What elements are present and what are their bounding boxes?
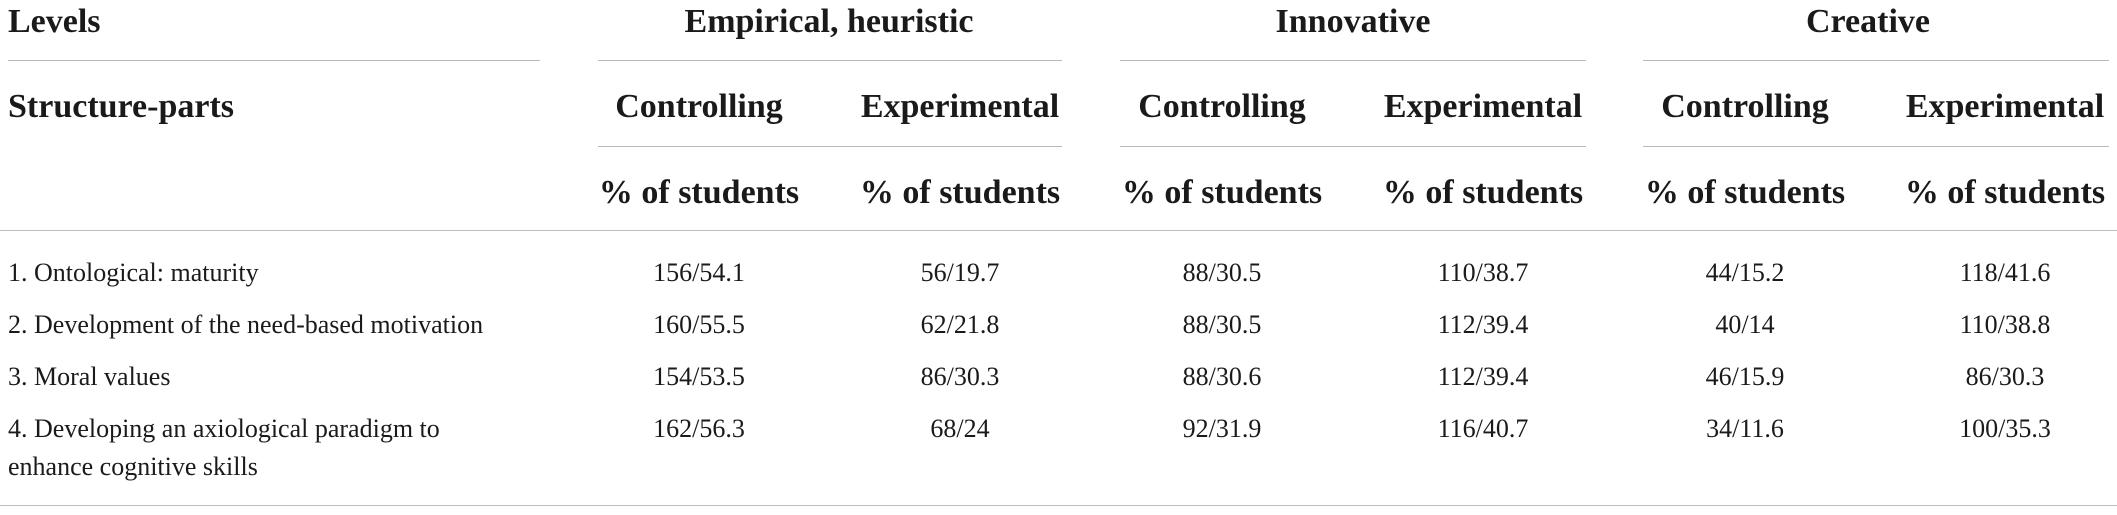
col-header-creative-controlling: Controlling bbox=[1661, 88, 1829, 125]
table-cell: 100/35.3 bbox=[1959, 414, 2051, 443]
row-label-line-2: enhance cognitive skills bbox=[8, 452, 258, 481]
rule-levels bbox=[8, 60, 540, 61]
unit-header-5: % of students bbox=[1644, 174, 1846, 211]
table-cell: 156/54.1 bbox=[653, 258, 745, 287]
unit-header-1: % of students bbox=[598, 174, 800, 211]
table-cell: 44/15.2 bbox=[1705, 258, 1785, 287]
row-label: 3. Moral values bbox=[8, 362, 171, 391]
table-cell: 92/31.9 bbox=[1182, 414, 1262, 443]
rule-creative-sub bbox=[1643, 146, 2109, 147]
col-header-innovative-experimental: Experimental bbox=[1383, 88, 1583, 125]
table-cell: 40/14 bbox=[1715, 310, 1775, 339]
table-cell: 112/39.4 bbox=[1437, 362, 1529, 391]
row-label: 2. Development of the need-based motivat… bbox=[8, 310, 484, 339]
unit-header-4: % of students bbox=[1382, 174, 1584, 211]
group-header-empirical: Empirical, heuristic bbox=[684, 3, 974, 40]
unit-header-2: % of students bbox=[859, 174, 1061, 211]
table-cell: 118/41.6 bbox=[1959, 258, 2051, 287]
table-bottom-rule bbox=[0, 505, 2117, 506]
group-header-innovative: Innovative bbox=[1275, 3, 1431, 40]
table-cell: 162/56.3 bbox=[653, 414, 745, 443]
table-cell: 154/53.5 bbox=[653, 362, 745, 391]
rule-empirical bbox=[598, 60, 1062, 61]
col-header-empirical-controlling: Controlling bbox=[615, 88, 783, 125]
header-bottom-rule bbox=[0, 230, 2117, 231]
rule-empirical-sub bbox=[598, 146, 1062, 147]
table-cell: 88/30.5 bbox=[1182, 258, 1262, 287]
structure-parts-header: Structure-parts bbox=[8, 88, 234, 125]
table-cell: 112/39.4 bbox=[1437, 310, 1529, 339]
rule-creative bbox=[1643, 60, 2109, 61]
table-cell: 88/30.5 bbox=[1182, 310, 1262, 339]
table-cell: 86/30.3 bbox=[1965, 362, 2045, 391]
table-cell: 88/30.6 bbox=[1182, 362, 1262, 391]
rule-innovative-sub bbox=[1120, 146, 1586, 147]
table-cell: 116/40.7 bbox=[1437, 414, 1529, 443]
table-cell: 110/38.8 bbox=[1959, 310, 2051, 339]
table-cell: 86/30.3 bbox=[920, 362, 1000, 391]
table-cell: 46/15.9 bbox=[1705, 362, 1785, 391]
table-cell: 34/11.6 bbox=[1706, 414, 1784, 443]
table-cell: 160/55.5 bbox=[653, 310, 745, 339]
unit-header-6: % of students bbox=[1904, 174, 2106, 211]
rule-innovative bbox=[1120, 60, 1586, 61]
row-label: 1. Ontological: maturity bbox=[8, 258, 259, 287]
row-label-line-1: 4. Developing an axiological paradigm to bbox=[8, 414, 440, 443]
unit-header-3: % of students bbox=[1121, 174, 1323, 211]
col-header-empirical-experimental: Experimental bbox=[860, 88, 1060, 125]
col-header-innovative-controlling: Controlling bbox=[1138, 88, 1306, 125]
col-header-creative-experimental: Experimental bbox=[1905, 88, 2105, 125]
table-cell: 110/38.7 bbox=[1437, 258, 1529, 287]
table-cell: 68/24 bbox=[930, 414, 990, 443]
table-cell: 56/19.7 bbox=[920, 258, 1000, 287]
table-cell: 62/21.8 bbox=[920, 310, 1000, 339]
levels-header: Levels bbox=[8, 3, 101, 40]
group-header-creative: Creative bbox=[1806, 3, 1930, 40]
